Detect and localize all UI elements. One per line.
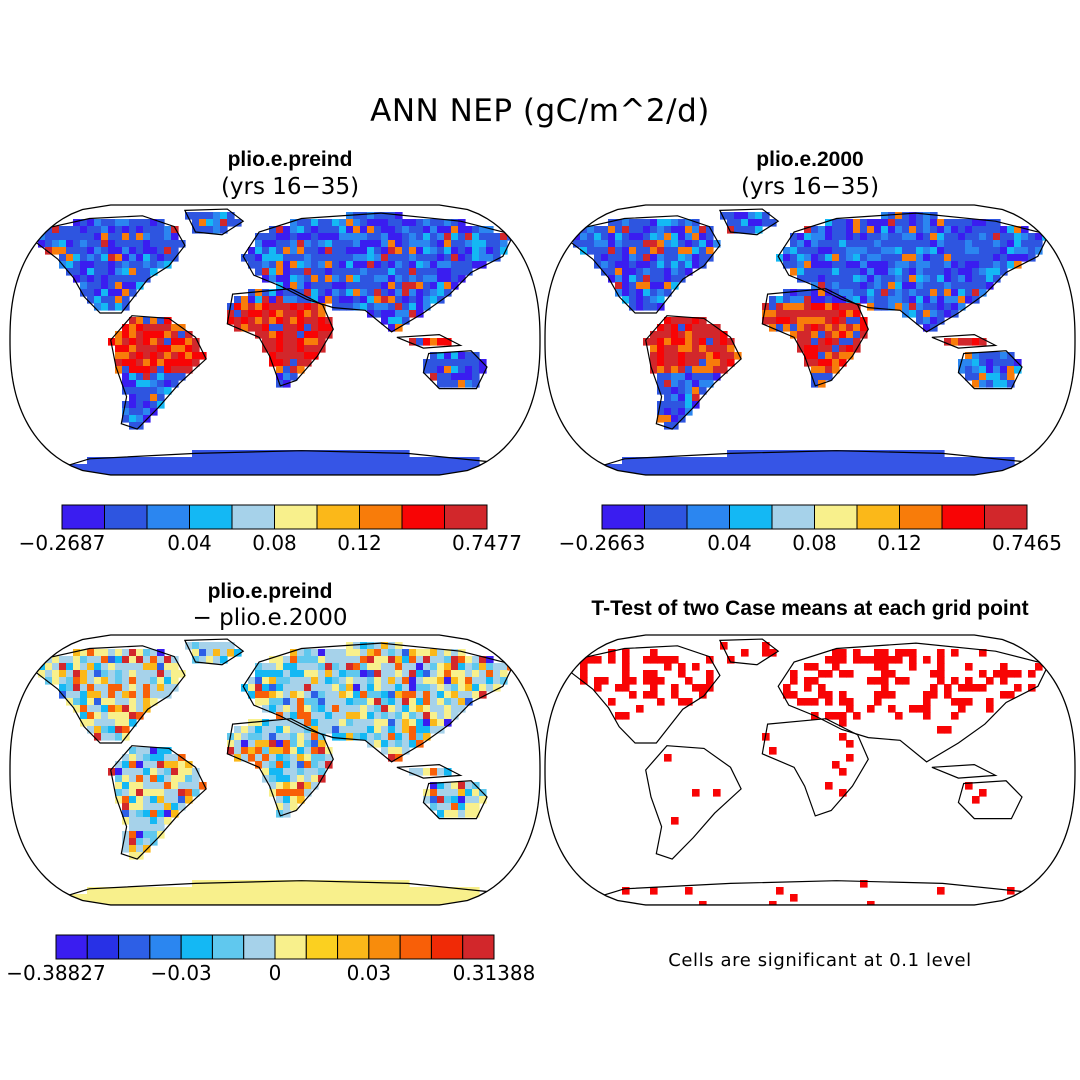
panel-2-title: plio.e.2000 — [756, 148, 864, 171]
colorbar-swatch — [771, 504, 815, 530]
colorbar-swatch — [941, 504, 985, 530]
colorbar-swatch — [274, 934, 307, 960]
colorbar-swatch — [984, 504, 1028, 530]
colorbar-swatch — [180, 934, 213, 960]
colorbar-swatch — [729, 504, 773, 530]
colorbar-swatch — [316, 504, 360, 530]
colorbar-2000 — [601, 504, 1028, 530]
panel-2-subtitle: (yrs 16−35) — [740, 174, 880, 200]
colorbar-swatch — [104, 504, 148, 530]
colorbar-tick-label: 0.03 — [346, 961, 392, 985]
colorbar-difference — [55, 934, 495, 960]
colorbar-tick-label: 0.04 — [167, 531, 212, 555]
colorbar-swatch — [601, 504, 645, 530]
colorbar-tick-label: 0.7465 — [992, 531, 1062, 555]
colorbar-tick-label: −0.2663 — [558, 531, 646, 555]
colorbar-tick-label: −0.03 — [150, 961, 212, 985]
colorbar-swatch — [146, 504, 190, 530]
colorbar-swatch — [189, 504, 233, 530]
colorbar-swatch — [274, 504, 318, 530]
colorbar-swatch — [86, 934, 120, 960]
colorbar-swatch — [118, 934, 151, 960]
colorbar-swatch — [462, 934, 495, 960]
colorbar-swatch — [686, 504, 730, 530]
colorbar-swatch — [61, 504, 105, 530]
colorbar-swatch — [814, 504, 858, 530]
colorbar-swatch — [231, 504, 275, 530]
colorbar-swatch — [399, 934, 432, 960]
map-panel-ttest — [544, 634, 1076, 906]
colorbar-swatch — [149, 934, 182, 960]
colorbar-tick-label: 0 — [268, 961, 282, 985]
colorbar-swatch — [444, 504, 488, 530]
map-panel-difference — [9, 634, 541, 906]
colorbar-swatch — [243, 934, 276, 960]
map-panel-preind — [9, 204, 541, 476]
colorbar-tick-label: 0.12 — [337, 531, 382, 555]
colorbar-swatch — [401, 504, 445, 530]
colorbar-preind — [61, 504, 488, 530]
significance-note: Cells are significant at 0.1 level — [668, 950, 972, 971]
map-panel-2000 — [544, 204, 1076, 476]
colorbar-tick-label: 0.7477 — [452, 531, 522, 555]
colorbar-swatch — [359, 504, 403, 530]
colorbar-tick-label: −0.38827 — [6, 961, 106, 985]
colorbar-swatch — [55, 934, 88, 960]
colorbar-tick-label: 0.12 — [877, 531, 922, 555]
colorbar-tick-label: 0.31388 — [452, 961, 536, 985]
colorbar-swatch — [644, 504, 688, 530]
figure-title: ANN NEP (gC/m^2/d) — [370, 93, 710, 129]
panel-1-title: plio.e.preind — [227, 148, 353, 171]
colorbar-swatch — [899, 504, 943, 530]
colorbar-swatch — [337, 934, 370, 960]
colorbar-swatch — [856, 504, 900, 530]
colorbar-tick-label: 0.08 — [252, 531, 297, 555]
colorbar-swatch — [211, 934, 245, 960]
colorbar-tick-label: 0.08 — [792, 531, 837, 555]
panel-4-title: T-Test of two Case means at each grid po… — [591, 597, 1029, 620]
colorbar-swatch — [430, 934, 464, 960]
colorbar-tick-label: −0.2687 — [18, 531, 106, 555]
colorbar-swatch — [368, 934, 401, 960]
panel-3-title: plio.e.preind — [207, 580, 333, 603]
colorbar-swatch — [305, 934, 339, 960]
colorbar-tick-label: 0.04 — [707, 531, 752, 555]
panel-3-subtitle: − plio.e.2000 — [192, 605, 348, 631]
panel-1-subtitle: (yrs 16−35) — [220, 174, 360, 200]
